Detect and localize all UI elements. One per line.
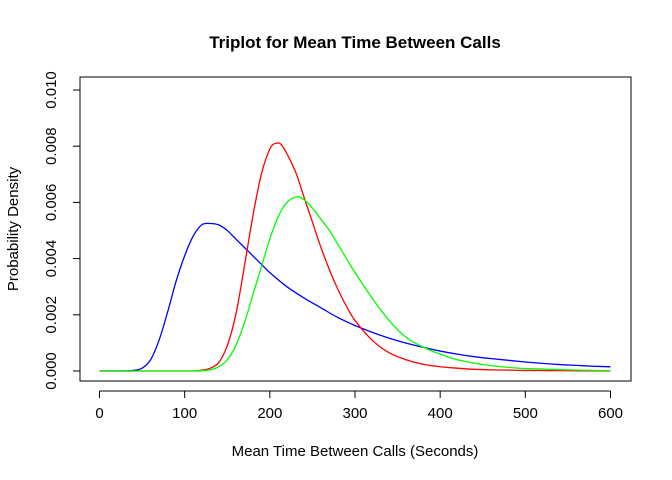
x-tick-label: 100 [172,405,197,422]
y-tick-label: 0.006 [43,184,60,222]
y-axis: 0.000 0.002 0.004 0.006 0.008 0.010 [43,71,81,390]
x-tick-label: 500 [513,405,538,422]
series-group [99,142,611,372]
y-tick-label: 0.008 [43,127,60,165]
y-tick-label: 0.004 [43,240,60,278]
plot-frame [79,76,632,382]
x-tick-label: 400 [428,405,453,422]
chart-title: Triplot for Mean Time Between Calls [209,33,501,52]
y-tick-label: 0.000 [43,352,60,390]
y-tick-label: 0.010 [43,71,60,109]
x-axis-label: Mean Time Between Calls (Seconds) [232,443,479,460]
series-red-line [99,142,611,372]
y-tick-label: 0.002 [43,296,60,334]
series-green-line [99,196,611,372]
y-axis-label: Probability Density [5,166,22,291]
x-tick-label: 300 [342,405,367,422]
x-tick-label: 200 [257,405,282,422]
x-axis: 0 100 200 300 400 500 600 [95,390,623,422]
x-tick-label: 0 [95,405,103,422]
x-tick-label: 600 [598,405,623,422]
series-blue-line [99,222,611,372]
